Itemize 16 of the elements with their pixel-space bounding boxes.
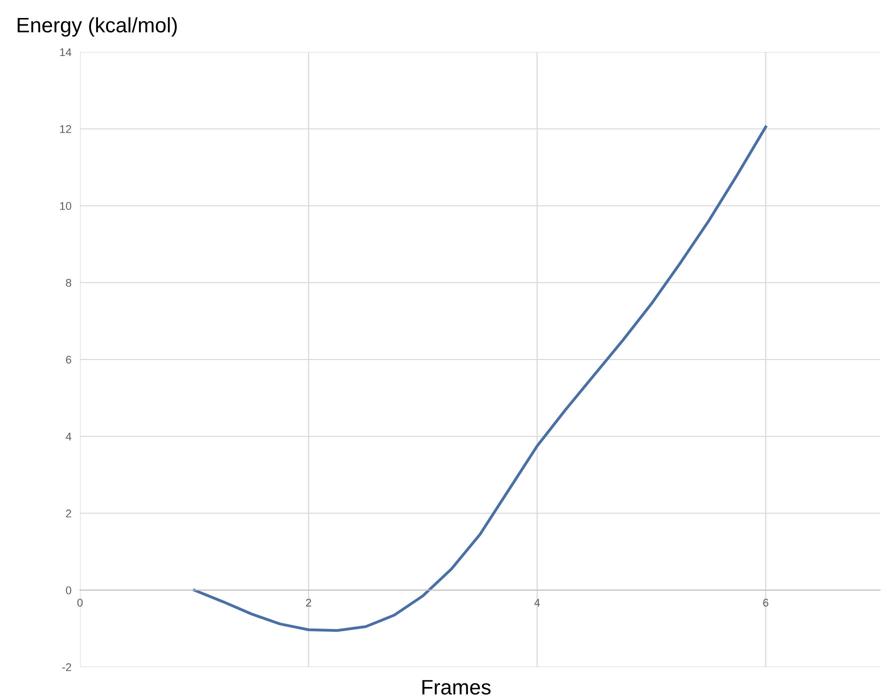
y-tick-label: 0: [66, 586, 72, 594]
y-tick-label: 2: [66, 510, 72, 518]
y-tick-label: -2: [62, 663, 72, 672]
x-tick-label: 2: [306, 598, 312, 607]
y-tick-label: 8: [66, 278, 72, 287]
y-tick-label: 6: [66, 356, 72, 364]
x-tick-label: 4: [534, 598, 540, 607]
y-tick-label: 10: [60, 202, 72, 210]
y-tick-label: 4: [66, 432, 72, 440]
y-tick-label: 12: [60, 125, 72, 133]
x-axis-title: Frames: [422, 680, 491, 695]
y-tick-label: 14: [60, 48, 72, 56]
x-tick-label: 0: [77, 598, 83, 607]
line-series: [192, 126, 768, 632]
x-tick-label: 6: [763, 598, 768, 607]
y-axis-title: Energy (kcal/mol): [18, 17, 177, 37]
